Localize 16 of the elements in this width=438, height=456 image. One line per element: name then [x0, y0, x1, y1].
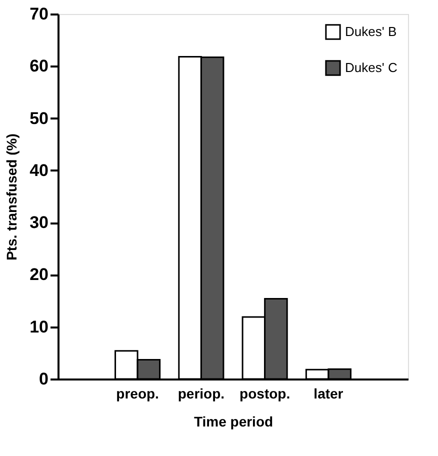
x-tick-label: preop. — [116, 386, 159, 402]
y-tick-label: 70 — [30, 4, 48, 24]
y-tick-label: 50 — [30, 108, 48, 128]
x-tick-label: postop. — [240, 386, 290, 402]
x-tick-label: later — [314, 386, 344, 402]
y-axis-title: Pts. transfused (%) — [4, 134, 20, 260]
y-tick-label: 10 — [30, 317, 48, 336]
y-tick-label: 20 — [30, 265, 48, 284]
y-tick-label: 60 — [30, 56, 48, 76]
legend-label: Dukes' B — [345, 24, 397, 39]
legend-label: Dukes' C — [345, 60, 398, 75]
y-tick-label: 40 — [30, 160, 48, 180]
y-tick-label: 30 — [30, 213, 48, 232]
y-tick-label: 0 — [39, 370, 48, 388]
x-axis-title: Time period — [194, 414, 274, 430]
x-tick-label: periop. — [178, 386, 225, 402]
